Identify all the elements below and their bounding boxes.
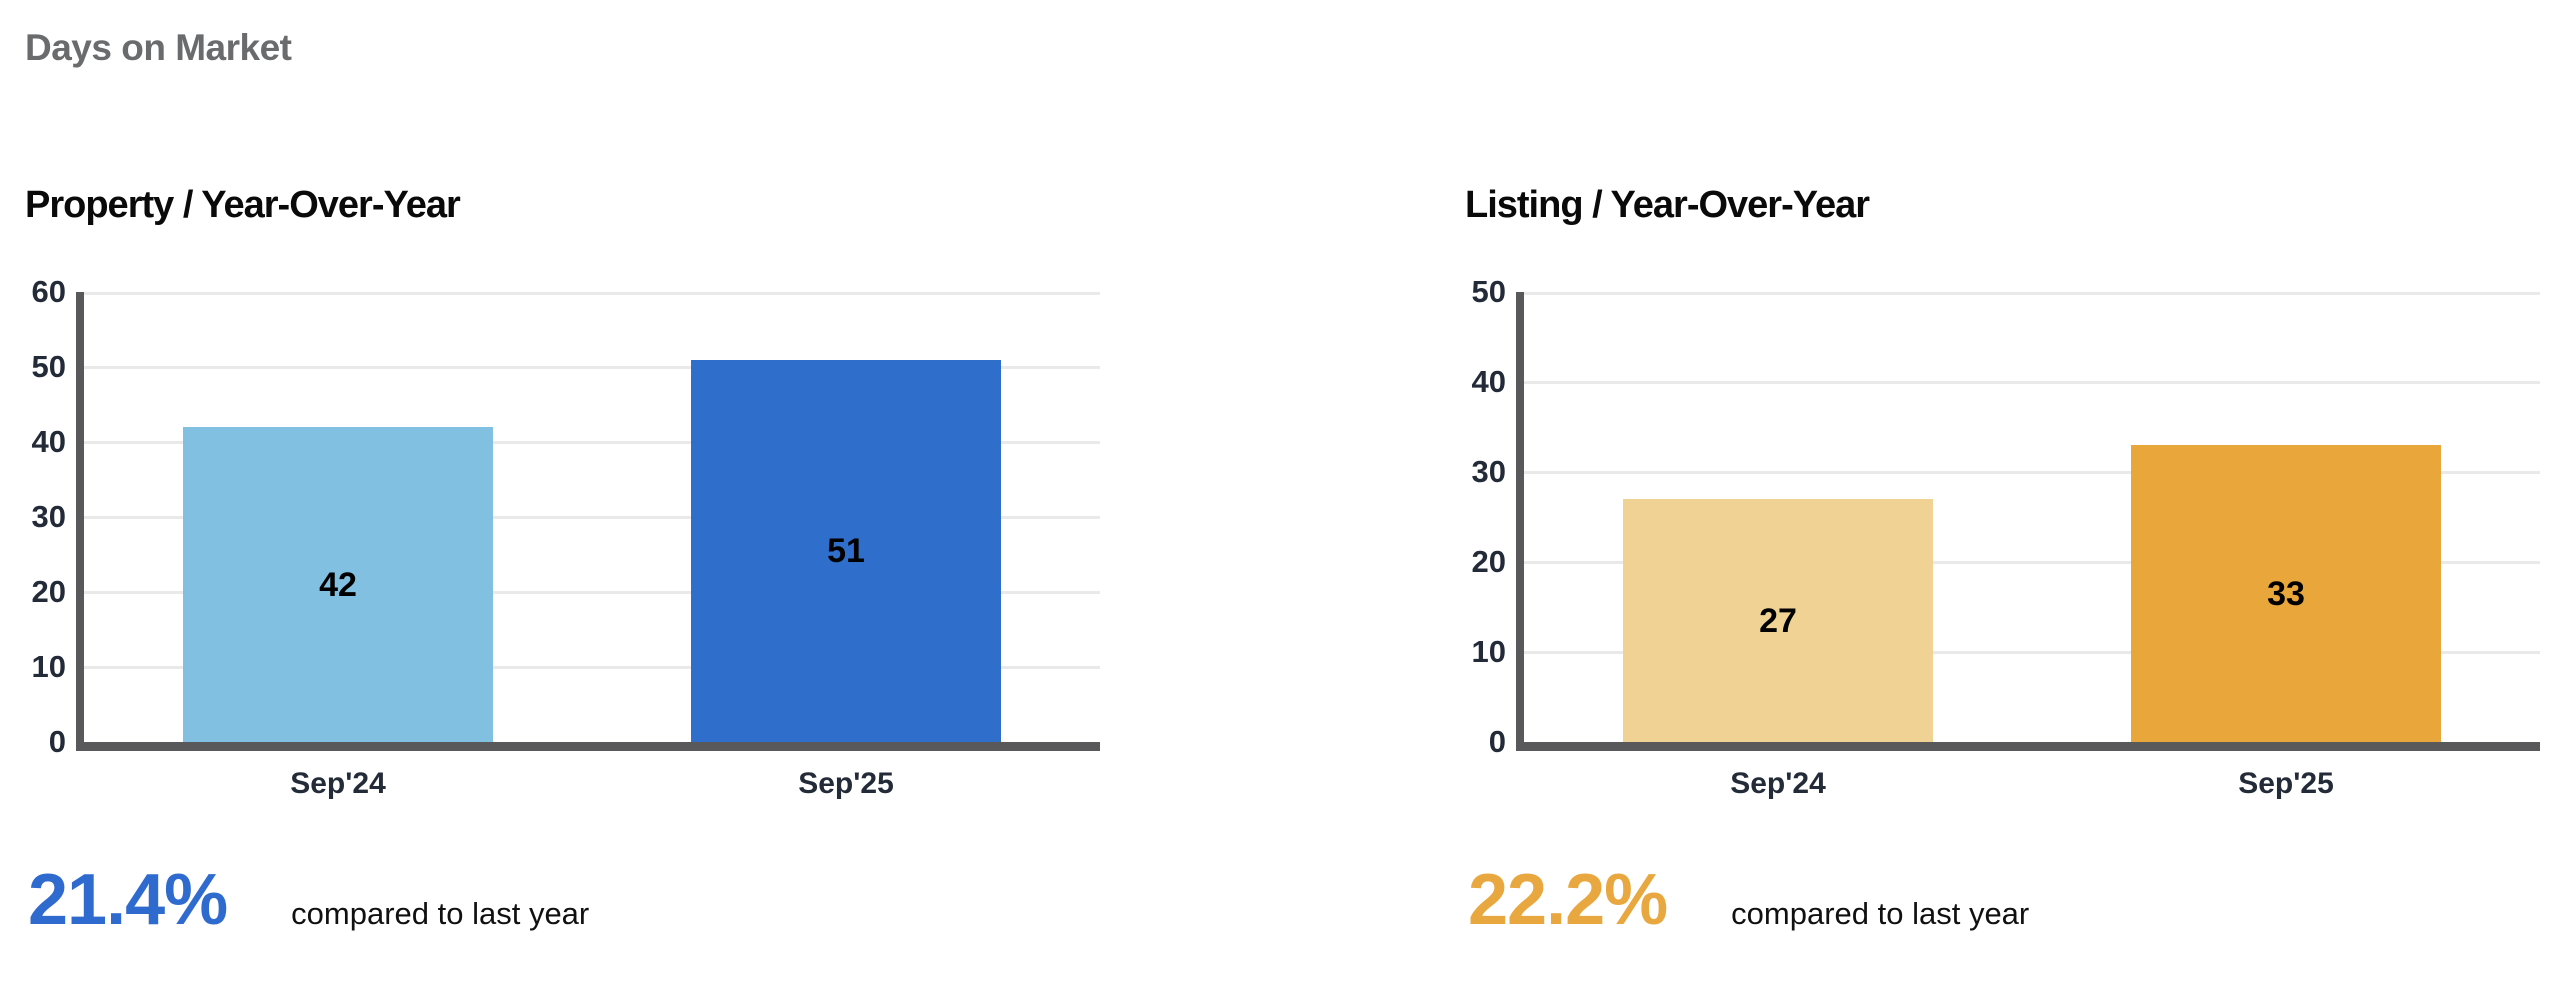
property-yoy-delta-caption: compared to last year [291,896,590,931]
gridline [1524,381,2540,384]
listing-yoy-section: Listing / Year-Over-Year 0 10 20 30 40 50 27 S… [1440,0,2560,996]
chart-bar[interactable] [183,427,493,742]
y-axis-tick-label: 50 [1471,274,1506,309]
y-axis-tick-label: 20 [1471,544,1506,579]
listing-yoy-summary: 22.2% compared to last year [1468,858,2029,942]
listing-yoy-delta-caption: compared to last year [1731,896,2030,931]
chart-bar[interactable] [2131,445,2441,742]
gridline [1524,292,2540,295]
chart-bar[interactable] [1623,499,1933,742]
gridline [84,292,1100,295]
page-title: Days on Market [25,26,292,68]
gridline [84,441,1100,444]
property-yoy-summary: 21.4% compared to last year [28,858,589,942]
listing-bar-chart-plot-area: 27 Sep'24 33 Sep'25 [1516,292,2540,800]
gridline [84,666,1100,669]
listing-chart-title: Listing / Year-Over-Year [1465,183,1870,226]
y-axis-tick-label: 60 [31,274,66,309]
bar-value-label: 27 [1759,601,1797,640]
property-chart-title: Property / Year-Over-Year [25,183,461,226]
bar-value-label: 33 [2267,574,2305,613]
chart-bar[interactable] [691,359,1001,742]
y-axis-tick-label: 20 [31,574,66,609]
y-axis-tick-label: 0 [1488,724,1506,759]
gridline [1524,471,2540,474]
y-axis-tick-label: 40 [1471,364,1506,399]
y-axis-tick-label: 0 [48,724,66,759]
y-axis-tick-label: 40 [31,424,66,459]
property-y-axis: 0 10 20 30 40 50 60 [0,275,66,759]
x-axis-category-label: Sep'24 [290,767,386,800]
y-axis-tick-label: 50 [31,349,66,384]
listing-y-axis: 0 10 20 30 40 50 [1440,275,1506,759]
gridline [84,366,1100,369]
x-axis-category-label: Sep'24 [1730,767,1826,800]
y-axis-tick-label: 10 [31,649,66,684]
listing-yoy-delta-value: 22.2% [1468,860,1668,940]
gridline [1524,561,2540,564]
y-axis-tick-label: 10 [1471,634,1506,669]
y-axis-tick-label: 30 [31,499,66,534]
property-yoy-delta-value: 21.4% [28,860,228,940]
x-axis-category-label: Sep'25 [798,767,894,800]
gridline [84,516,1100,519]
property-bar-chart-plot-area: 42 Sep'24 51 Sep'25 [76,292,1100,800]
y-axis-tick-label: 30 [1471,454,1506,489]
x-axis-category-label: Sep'25 [2238,767,2334,800]
gridline [84,591,1100,594]
bar-value-label: 42 [319,565,357,604]
property-yoy-section: Property / Year-Over-Year 0 10 20 30 40 50 60 … [0,0,1120,996]
bar-value-label: 51 [827,531,865,570]
gridline [1524,651,2540,654]
